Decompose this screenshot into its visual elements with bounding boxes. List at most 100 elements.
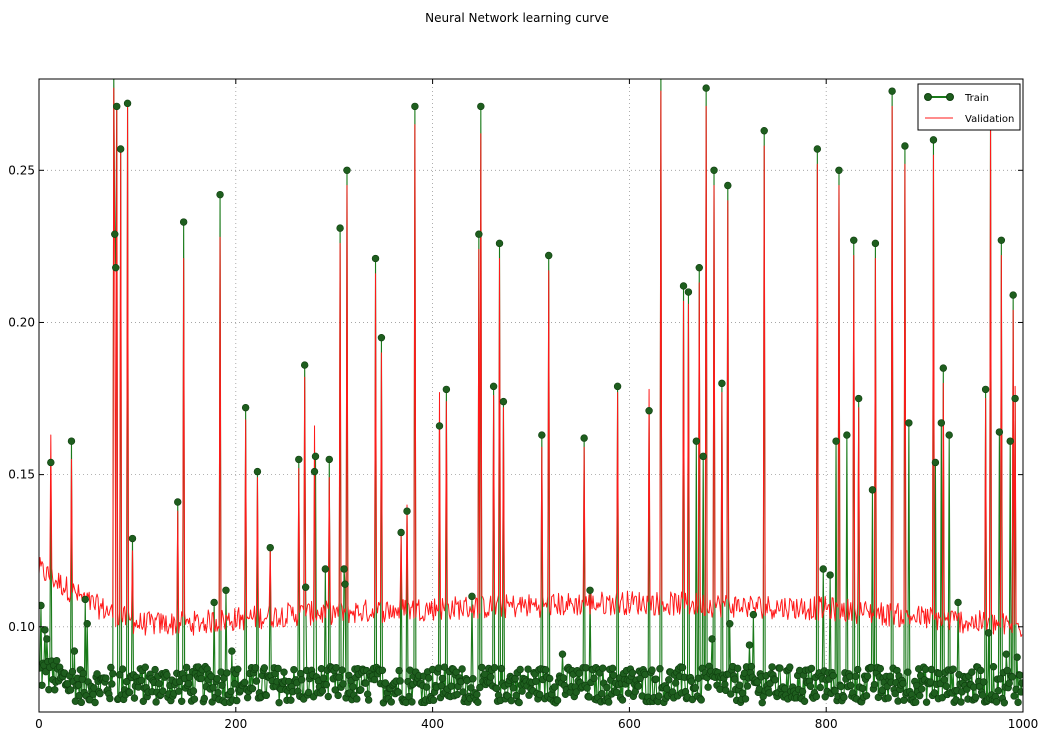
series-validation-line [39,87,1023,638]
train-point [843,431,851,439]
train-point [989,663,998,671]
train-point [512,691,520,700]
train-point [901,142,909,150]
train-point [266,543,274,552]
train-point [768,663,776,671]
train-point [917,685,926,693]
train-point [583,684,591,692]
train-point [324,692,332,701]
train-point [459,688,467,696]
train-point [339,680,347,688]
x-tick-label: 600 [618,717,641,731]
train-point [341,580,349,588]
train-point [545,674,554,683]
train-point [699,452,707,461]
train-point [862,691,871,700]
train-point [473,690,481,699]
train-point [735,681,744,689]
train-point [832,437,840,445]
train-point [209,684,217,692]
train-point [77,698,86,707]
train-point [538,431,546,439]
y-tick-label: 0.10 [8,620,35,634]
train-point [786,663,794,671]
train-point [758,699,766,707]
train-point [1011,394,1019,403]
train-point [608,664,617,673]
train-point [189,687,198,695]
train-point [905,419,913,427]
train-point [929,136,938,144]
x-tick-label: 400 [421,717,444,731]
train-point [870,680,879,689]
train-point [613,382,622,391]
train-point [850,236,858,244]
train-point [435,422,444,430]
train-point [137,676,146,685]
train-point [826,571,834,579]
train-point [704,683,712,691]
train-point [447,682,455,690]
train-point [108,680,116,688]
train-point [159,687,167,695]
train-point [477,102,485,111]
train-point [364,696,373,704]
train-point [628,669,637,677]
train-point [745,641,754,649]
train-point [67,437,76,445]
train-point [381,679,390,687]
train-point [605,698,613,706]
train-point [507,696,516,705]
train-point [655,692,663,700]
train-point [840,693,848,702]
train-point [968,668,976,676]
train-point [437,682,446,690]
train-point [708,635,716,643]
train-point [931,458,940,467]
train-point [489,382,498,391]
train-point [319,674,328,682]
train-point [524,665,532,673]
train-point [853,665,862,674]
train-point [558,650,567,658]
train-point [516,665,524,674]
train-point [979,678,988,686]
train-point [878,686,886,694]
train-point [423,683,431,691]
train-point [357,686,365,694]
train-point [182,663,191,672]
legend-validation-label: Validation [965,114,1014,125]
train-point [106,694,114,703]
train-point [1008,673,1016,681]
train-point [53,656,61,665]
train-point [111,79,116,80]
train-point [128,534,137,543]
train-point [495,239,504,248]
train-point [262,691,270,700]
train-point [550,683,559,691]
axis-ticks: 0 200 400 600 800 1000 0.10 0.15 0.20 0.25 [8,79,1038,731]
train-point [730,675,739,683]
y-tick-label: 0.15 [8,468,35,482]
train-point [130,694,139,702]
train-point [852,672,860,681]
train-point [586,586,594,594]
train-point [807,664,816,673]
train-point [295,455,303,464]
train-point [325,455,333,464]
train-point [318,687,327,695]
train-point [930,689,939,697]
train-point [1005,679,1013,687]
train-point [438,674,447,683]
train-point [940,675,948,684]
train-point [800,697,809,705]
train-point [741,695,750,703]
train-point [503,692,512,700]
train-point [478,663,486,672]
train-point [155,679,163,688]
train-point [957,698,965,706]
train-point [231,680,239,688]
train-point [819,565,827,573]
train-point [39,601,45,610]
train-point [954,598,962,607]
